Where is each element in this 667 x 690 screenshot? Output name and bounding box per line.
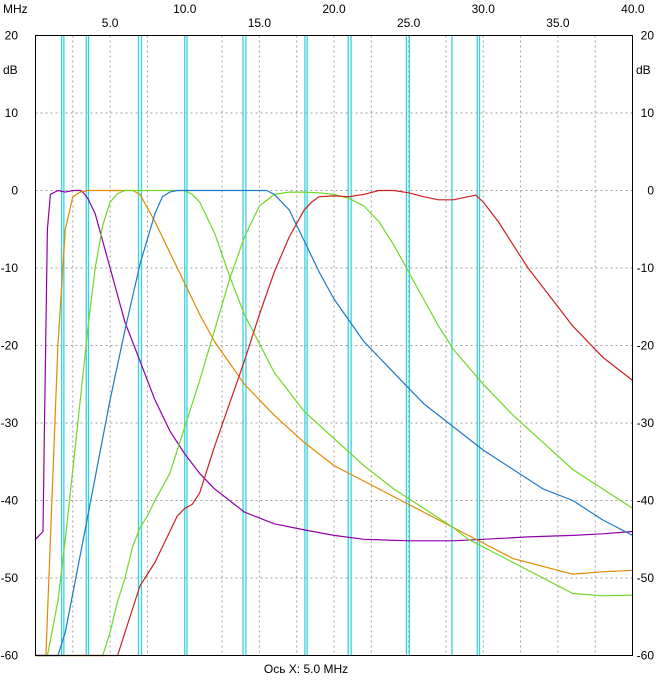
y-tick-label-left: 10 bbox=[5, 106, 19, 120]
y-tick-label-right: -60 bbox=[637, 649, 655, 663]
x-tick-labels: 5.0 10.0 15.0 20.0 25.0 30.0 35.0 40.0 bbox=[102, 2, 645, 30]
plot-frame bbox=[35, 35, 633, 656]
x-axis-label: Ось X: 5.0 MHz bbox=[264, 662, 348, 676]
response-curves bbox=[35, 189, 633, 657]
y-tick-label-left: -30 bbox=[1, 416, 19, 430]
y-tick-label-left: -60 bbox=[1, 649, 19, 663]
y-tick-label-left: -40 bbox=[1, 494, 19, 508]
y-tick-label-right: 10 bbox=[641, 106, 655, 120]
y-tick-label-left: 0 bbox=[11, 184, 18, 198]
y-tick-label-right: 20 bbox=[641, 29, 655, 43]
x-tick-label: 35.0 bbox=[546, 16, 570, 30]
series-line-2 bbox=[35, 189, 633, 657]
x-tick-label: 10.0 bbox=[173, 2, 197, 16]
y-tick-label-left: -20 bbox=[1, 339, 19, 353]
y-tick-label-right: -50 bbox=[637, 571, 655, 585]
y-tick-label-left: 20 bbox=[5, 29, 19, 43]
series-line-5 bbox=[35, 189, 633, 657]
series-line-3 bbox=[35, 189, 633, 657]
y-tick-label-right: -30 bbox=[637, 416, 655, 430]
y-tick-labels-left: 20 10 0 -10 -20 -30 -40 -50 -60 bbox=[1, 29, 19, 663]
x-tick-label: 15.0 bbox=[248, 16, 272, 30]
y-unit-label-right: dB bbox=[636, 63, 651, 77]
x-tick-label: 40.0 bbox=[621, 2, 645, 16]
y-tick-labels-right: 20 10 0 -10 -20 -30 -40 -50 -60 bbox=[637, 29, 655, 663]
x-unit-label: MHz bbox=[3, 2, 28, 16]
grid bbox=[35, 35, 633, 656]
y-tick-label-right: -20 bbox=[637, 339, 655, 353]
x-tick-label: 25.0 bbox=[397, 16, 421, 30]
x-tick-label: 5.0 bbox=[102, 16, 119, 30]
x-tick-label: 20.0 bbox=[322, 2, 346, 16]
y-tick-label-left: -10 bbox=[1, 261, 19, 275]
marker-lines bbox=[60, 35, 481, 656]
y-unit-label-left: dB bbox=[3, 63, 18, 77]
y-tick-label-left: -50 bbox=[1, 571, 19, 585]
series-line-6 bbox=[35, 189, 633, 657]
x-tick-label: 30.0 bbox=[472, 2, 496, 16]
series-line-1 bbox=[35, 189, 633, 542]
y-tick-label-right: -40 bbox=[637, 494, 655, 508]
y-tick-label-right: -10 bbox=[637, 261, 655, 275]
series-line-4 bbox=[35, 191, 633, 657]
y-tick-label-right: 0 bbox=[647, 184, 654, 198]
